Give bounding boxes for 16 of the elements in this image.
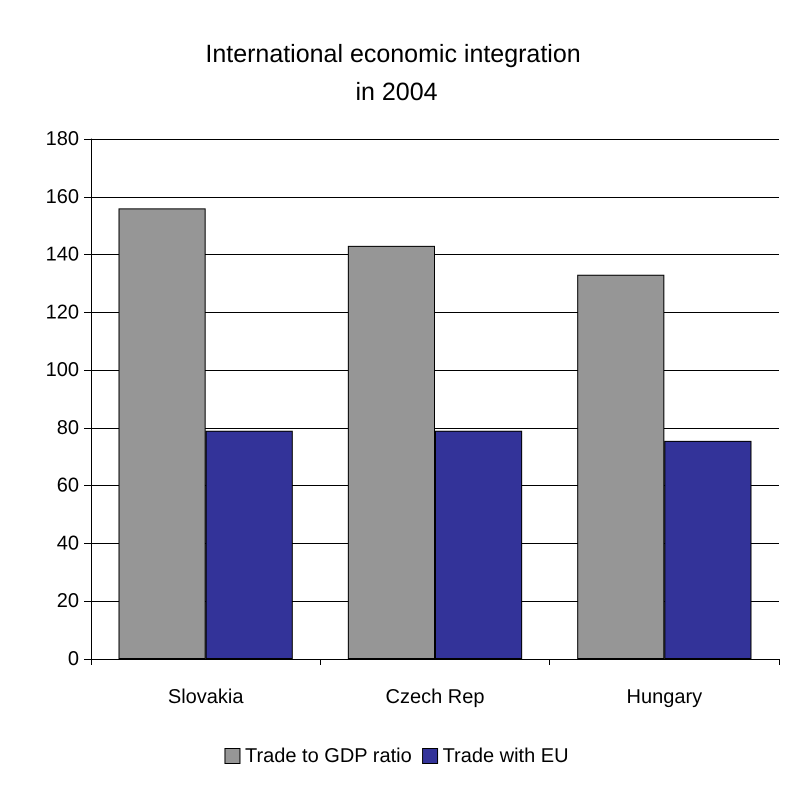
x-tick-label: Hungary xyxy=(626,686,702,708)
y-tick-label: 20 xyxy=(56,590,79,612)
y-tick-label: 180 xyxy=(46,128,79,150)
y-tick-label: 80 xyxy=(56,416,79,439)
y-tick-label: 40 xyxy=(56,532,79,554)
y-tick-label: 120 xyxy=(46,301,79,324)
chart-title: International economic integration in 2004 xyxy=(205,40,588,106)
x-tick-label: Slovakia xyxy=(168,686,244,708)
y-tick-label: 140 xyxy=(46,244,79,266)
legend-label: Trade to GDP ratio xyxy=(244,745,412,767)
y-tick-label: 100 xyxy=(46,359,79,382)
legend-label: Trade with EU xyxy=(442,745,569,767)
x-tick-label: Czech Rep xyxy=(386,686,484,708)
y-tick-label: 60 xyxy=(56,474,79,497)
y-tick-label: 160 xyxy=(46,186,79,208)
y-tick-label: 0 xyxy=(68,648,79,670)
